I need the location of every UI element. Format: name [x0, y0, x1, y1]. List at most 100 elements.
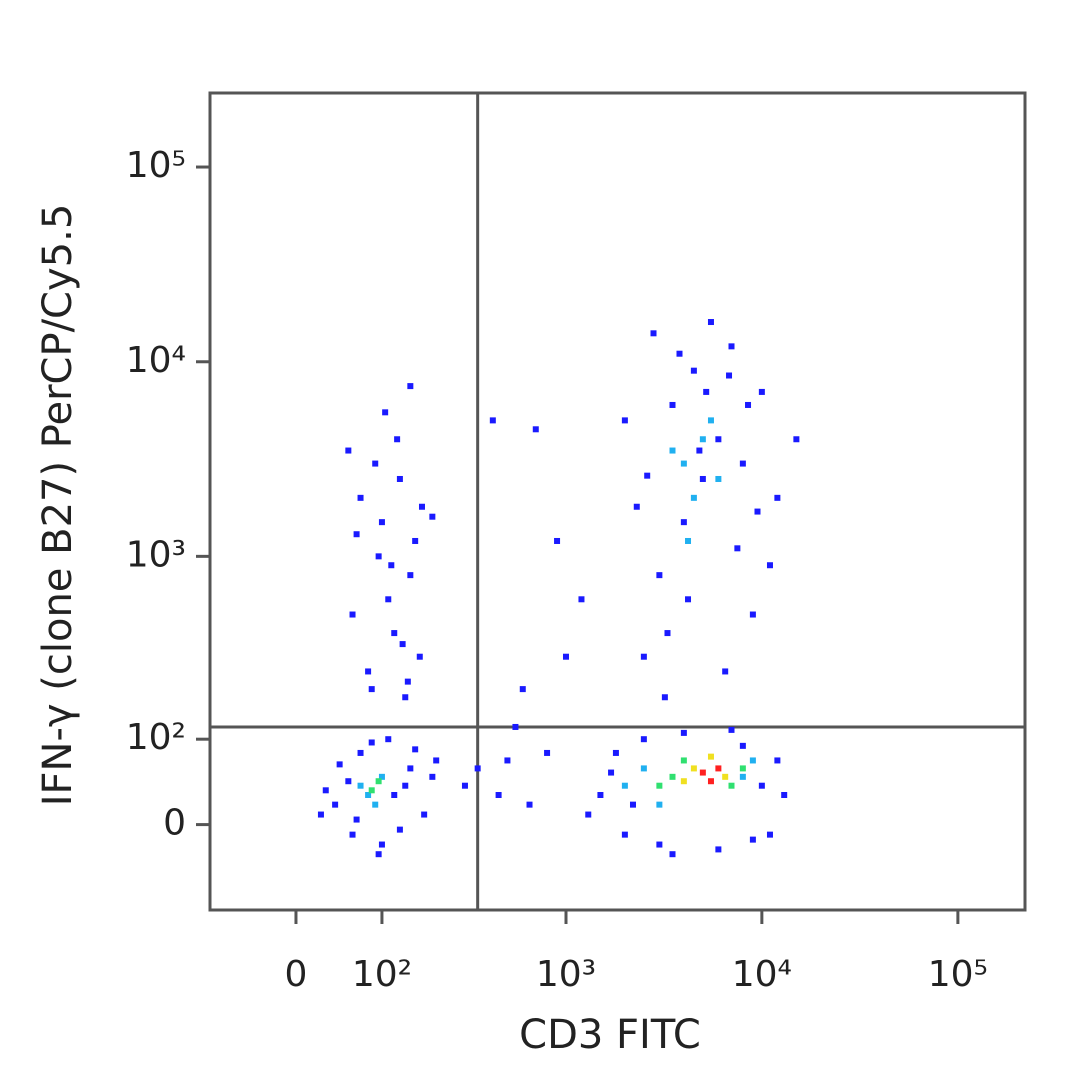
dot — [621, 831, 628, 838]
dot — [774, 494, 781, 501]
dot — [656, 782, 663, 789]
dot — [578, 596, 585, 603]
dot — [726, 372, 733, 379]
dot — [766, 562, 773, 569]
dot — [749, 757, 756, 764]
dot — [690, 765, 697, 772]
dot — [690, 494, 697, 501]
dot — [669, 773, 676, 780]
dot — [696, 447, 703, 454]
dot — [707, 417, 714, 424]
y-axis-title: IFN-γ (clone B27) PerCP/Cy5.5 — [35, 204, 81, 807]
dot — [690, 367, 697, 374]
dot — [375, 778, 382, 785]
x-tick-label: 10⁵ — [928, 954, 988, 995]
dot — [378, 773, 385, 780]
dot — [412, 746, 419, 753]
dot — [396, 475, 403, 482]
x-tick-label: 0 — [285, 954, 308, 995]
dot — [739, 460, 746, 467]
dot — [685, 537, 692, 544]
dot — [661, 694, 668, 701]
dot — [685, 596, 692, 603]
dot — [519, 686, 526, 693]
dot — [375, 851, 382, 858]
dot — [722, 668, 729, 675]
dot — [416, 653, 423, 660]
dot — [680, 519, 687, 526]
dot — [680, 460, 687, 467]
dot — [715, 475, 722, 482]
dot — [758, 388, 765, 395]
dot — [793, 436, 800, 443]
dot — [621, 417, 628, 424]
dot — [739, 742, 746, 749]
dot — [749, 836, 756, 843]
dot — [715, 765, 722, 772]
dot — [532, 426, 539, 433]
y-tick-label: 10³ — [126, 534, 186, 575]
x-tick-label: 10³ — [536, 954, 596, 995]
dot — [715, 846, 722, 853]
dot — [429, 513, 436, 520]
dot — [382, 409, 389, 416]
dot — [680, 778, 687, 785]
dot — [345, 778, 352, 785]
dot — [378, 841, 385, 848]
dot — [385, 736, 392, 743]
dot — [554, 537, 561, 544]
dot — [664, 630, 671, 637]
dot — [385, 596, 392, 603]
dot — [391, 791, 398, 798]
dot — [633, 503, 640, 510]
dot — [412, 537, 419, 544]
dot — [504, 757, 511, 764]
dot — [368, 739, 375, 746]
dot — [322, 787, 329, 794]
dot — [640, 765, 647, 772]
dot — [391, 630, 398, 637]
dot — [357, 494, 364, 501]
dot — [345, 447, 352, 454]
dot — [621, 782, 628, 789]
y-tick-label: 0 — [163, 803, 186, 844]
dot — [722, 773, 729, 780]
dot — [728, 343, 735, 350]
dot — [650, 330, 657, 337]
dot — [402, 694, 409, 701]
dot — [680, 757, 687, 764]
dot — [399, 641, 406, 648]
dot — [372, 801, 379, 808]
dot — [608, 769, 615, 776]
dot — [317, 811, 324, 818]
dot — [404, 678, 411, 685]
dot — [349, 611, 356, 618]
dot — [394, 436, 401, 443]
dot — [669, 401, 676, 408]
dot — [766, 831, 773, 838]
dot — [734, 545, 741, 552]
dot — [715, 436, 722, 443]
dot — [365, 668, 372, 675]
dot — [699, 769, 706, 776]
dot — [680, 729, 687, 736]
dot — [656, 572, 663, 579]
dot — [526, 801, 533, 808]
dot — [353, 531, 360, 538]
dot — [429, 773, 436, 780]
dot — [699, 436, 706, 443]
dot — [407, 765, 414, 772]
dot — [433, 757, 440, 764]
dot — [739, 773, 746, 780]
dot — [512, 723, 519, 730]
dot — [349, 831, 356, 838]
y-tick-label: 10² — [126, 717, 186, 758]
dot — [640, 736, 647, 743]
dot — [388, 562, 395, 569]
dot — [402, 782, 409, 789]
dot — [375, 553, 382, 560]
dot — [781, 791, 788, 798]
dot — [544, 749, 551, 756]
dot — [336, 761, 343, 768]
dot — [597, 791, 604, 798]
